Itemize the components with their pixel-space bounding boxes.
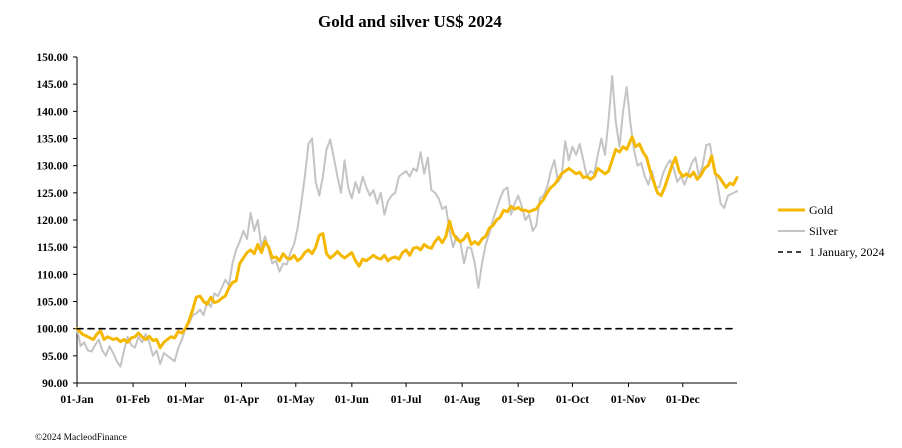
y-tick-label: 130.00 [36, 161, 68, 173]
y-tick-label: 105.00 [36, 297, 68, 309]
y-tick-label: 90.00 [42, 378, 68, 390]
chart-title: Gold and silver US$ 2024 [318, 12, 502, 31]
x-tick-label: 01-May [277, 394, 315, 406]
x-tick-label: 01-Aug [444, 394, 480, 406]
y-tick-label: 95.00 [42, 351, 68, 363]
series-lines [75, 75, 739, 368]
x-tick-label: 01-Mar [167, 394, 204, 406]
y-tick-label: 120.00 [36, 215, 68, 227]
y-tick-label: 150.00 [36, 52, 68, 64]
legend-label: Silver [809, 224, 838, 238]
y-tick-label: 135.00 [36, 134, 68, 146]
x-tick-label: 01-Jan [60, 394, 94, 406]
x-tick-label: 01-Oct [556, 394, 589, 406]
legend: Gold Silver 1 January, 2024 [778, 203, 885, 259]
x-tick-label: 01-Dec [666, 394, 700, 406]
x-tick-label: 01-Sep [502, 394, 535, 406]
y-tick-label: 145.00 [36, 79, 68, 91]
plot-area: 90.00 95.00 100.00 105.00 110.00 115.00 120.00… [36, 52, 739, 406]
legend-item-silver: Silver [778, 224, 838, 238]
legend-item-gold: Gold [778, 203, 833, 217]
x-tick-label: 01-Apr [224, 394, 259, 406]
x-tick-label: 01-Jun [335, 394, 369, 406]
y-tick-label: 100.00 [36, 324, 68, 336]
copyright-text: ©2024 MacleodFinance [35, 432, 127, 443]
gold-series-line [75, 135, 739, 350]
silver-series-line [76, 75, 738, 368]
x-axis-ticks: 01-Jan 01-Feb 01-Mar 01-Apr 01-May 01-Jun 01-J… [60, 383, 700, 406]
legend-label: Gold [809, 203, 833, 217]
y-tick-label: 115.00 [37, 242, 68, 254]
x-tick-label: 01-Feb [116, 394, 150, 406]
legend-label: 1 January, 2024 [809, 245, 885, 259]
y-tick-label: 125.00 [36, 188, 68, 200]
x-tick-label: 01-Nov [611, 394, 646, 406]
y-tick-label: 140.00 [36, 106, 68, 118]
x-tick-label: 01-Jul [391, 394, 422, 406]
y-axis-ticks: 90.00 95.00 100.00 105.00 110.00 115.00 120.00… [36, 52, 77, 390]
legend-item-baseline: 1 January, 2024 [778, 245, 885, 259]
y-tick-label: 110.00 [37, 269, 68, 281]
